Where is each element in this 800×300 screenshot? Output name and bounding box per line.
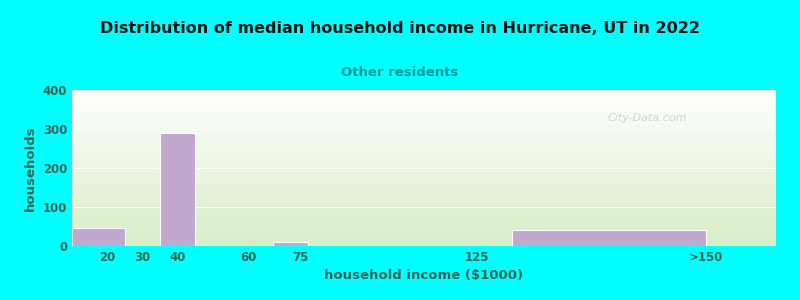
Text: Distribution of median household income in Hurricane, UT in 2022: Distribution of median household income …: [100, 21, 700, 36]
Bar: [72, 229, 125, 246]
Bar: [512, 230, 706, 246]
Bar: [273, 242, 308, 246]
Text: Other residents: Other residents: [342, 66, 458, 79]
Bar: [160, 133, 195, 246]
Text: City-Data.com: City-Data.com: [607, 113, 686, 123]
X-axis label: household income ($1000): household income ($1000): [325, 269, 523, 282]
Y-axis label: households: households: [24, 125, 37, 211]
